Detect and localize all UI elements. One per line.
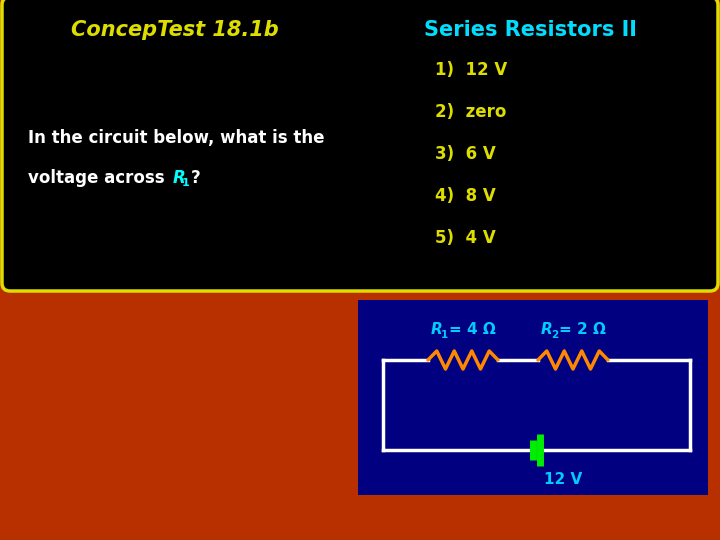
Text: 1)  12 V: 1) 12 V [435,61,508,79]
Text: R: R [541,322,553,338]
Text: voltage across: voltage across [28,169,171,187]
Text: = 4 Ω: = 4 Ω [449,322,496,338]
Text: In the circuit below, what is the: In the circuit below, what is the [28,129,325,147]
Text: = 2 Ω: = 2 Ω [559,322,606,338]
Text: 4)  8 V: 4) 8 V [435,187,496,205]
FancyBboxPatch shape [358,300,708,495]
Text: 1: 1 [441,330,449,340]
Text: Series Resistors II: Series Resistors II [423,20,636,40]
Text: 2: 2 [551,330,558,340]
Text: 5)  4 V: 5) 4 V [435,229,496,247]
Text: R: R [173,169,186,187]
Text: R: R [431,322,443,338]
Text: ConcepTest 18.1b: ConcepTest 18.1b [71,20,279,40]
Text: 12 V: 12 V [544,472,582,488]
Text: 1: 1 [182,178,190,188]
Text: 2)  zero: 2) zero [435,103,506,121]
Text: 3)  6 V: 3) 6 V [435,145,496,163]
Text: ?: ? [191,169,201,187]
FancyBboxPatch shape [2,0,718,291]
